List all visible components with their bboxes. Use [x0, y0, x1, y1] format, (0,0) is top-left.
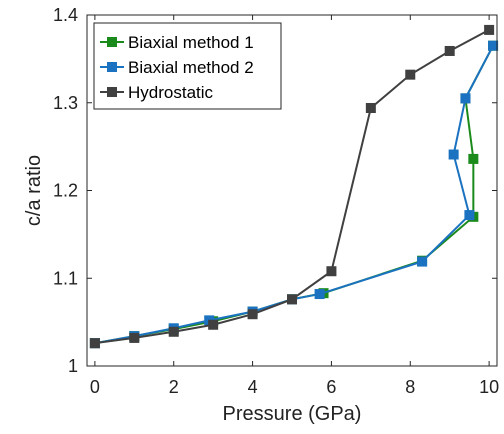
legend-label: Biaxial method 1 — [128, 33, 254, 52]
data-point — [314, 289, 325, 300]
data-point — [468, 153, 479, 164]
data-point — [365, 103, 376, 114]
y-tick-label: 1.3 — [53, 93, 78, 113]
legend-box — [93, 22, 282, 110]
y-tick-label: 1.1 — [53, 268, 78, 288]
legend: Biaxial method 1 Biaxial method 2 Hydrosta… — [93, 22, 282, 110]
series-3 — [89, 24, 495, 349]
data-point — [168, 326, 179, 337]
data-point — [247, 309, 258, 320]
legend-entry: Biaxial method 1 — [100, 33, 254, 52]
x-tick-label: 10 — [479, 377, 499, 397]
x-tick-label: 6 — [326, 377, 336, 397]
data-point — [129, 332, 140, 343]
data-point — [89, 338, 100, 349]
y-tick-label: 1.2 — [53, 181, 78, 201]
x-tick-label: 8 — [405, 377, 415, 397]
x-tick-label: 0 — [90, 377, 100, 397]
data-point — [405, 69, 416, 80]
y-tick-label: 1.4 — [53, 5, 78, 25]
data-point — [444, 45, 455, 56]
legend-entry: Biaxial method 2 — [100, 58, 254, 77]
data-point — [460, 93, 471, 104]
x-tick-label: 2 — [169, 377, 179, 397]
legend-swatch-marker — [107, 87, 117, 97]
legend-entry: Hydrostatic — [100, 83, 214, 102]
x-tick-label: 4 — [248, 377, 258, 397]
data-point — [488, 40, 499, 51]
series-layer — [89, 24, 499, 349]
data-point — [448, 149, 459, 160]
ticks-layer: 0 2 4 6 8 10 1 1.1 1.2 1.3 1.4 — [53, 5, 499, 397]
y-axis-label: c/a ratio — [23, 155, 45, 226]
legend-swatch-marker — [107, 62, 117, 72]
data-point — [208, 319, 219, 330]
data-point — [287, 294, 297, 305]
data-point — [326, 266, 337, 277]
data-point — [484, 24, 495, 35]
series-line — [94, 45, 494, 345]
data-point — [417, 256, 428, 267]
x-axis-label: Pressure (GPa) — [223, 403, 362, 425]
legend-swatch-marker — [107, 37, 117, 47]
data-point — [464, 210, 475, 221]
y-tick-label: 1 — [68, 356, 78, 376]
legend-label: Biaxial method 2 — [128, 58, 254, 77]
plot-area-frame — [86, 14, 498, 367]
legend-label: Hydrostatic — [128, 83, 214, 102]
